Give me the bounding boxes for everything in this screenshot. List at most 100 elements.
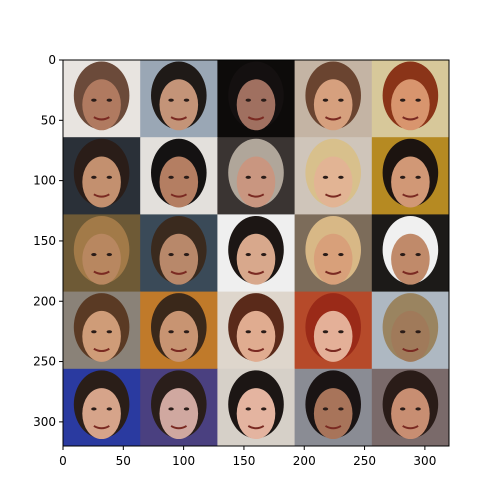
face-mouth	[402, 116, 419, 121]
face-tile	[371, 214, 450, 293]
face-eye	[245, 253, 251, 257]
face-eye	[415, 253, 421, 257]
x-tick-label: 0	[59, 454, 67, 468]
face-skin	[236, 310, 276, 362]
face-image-grid	[63, 60, 450, 447]
face-mouth	[402, 347, 419, 353]
face-tile	[140, 137, 218, 215]
face-eye	[245, 330, 251, 334]
face-tile	[371, 60, 450, 138]
y-axis: 0 50 100 150 200 250 300	[33, 53, 63, 429]
face-mouth	[93, 193, 110, 198]
x-tick-label: 150	[232, 454, 255, 468]
face-eye	[91, 330, 97, 334]
face-mouth	[170, 425, 188, 430]
face-mouth	[402, 270, 419, 275]
face-mouth	[170, 116, 188, 121]
y-tick-label: 250	[33, 355, 56, 369]
face-eye	[91, 98, 97, 102]
x-tick-label: 300	[413, 454, 436, 468]
face-eye	[399, 253, 406, 257]
face-eye	[183, 98, 190, 102]
face-eye	[338, 253, 344, 257]
x-tick-label: 100	[172, 454, 195, 468]
face-skin	[236, 79, 276, 131]
y-tick-label: 50	[41, 113, 56, 127]
face-skin	[159, 233, 199, 285]
face-eye	[106, 330, 113, 334]
face-eye	[399, 330, 406, 334]
face-skin	[82, 233, 121, 285]
face-eye	[261, 98, 267, 102]
y-tick-label: 0	[48, 53, 56, 67]
face-skin	[236, 233, 276, 285]
face-mouth	[324, 193, 342, 198]
face-eye	[91, 253, 97, 257]
y-tick-label: 150	[33, 234, 56, 248]
face-eye	[183, 175, 190, 179]
face-mouth	[170, 347, 188, 353]
face-eye	[261, 407, 267, 411]
face-skin	[313, 233, 353, 285]
face-skin	[159, 79, 199, 131]
face-skin	[159, 388, 199, 440]
face-skin	[313, 388, 353, 440]
face-tile	[217, 137, 296, 215]
face-eye	[322, 330, 329, 334]
face-tile	[294, 60, 373, 138]
face-eye	[322, 407, 329, 411]
face-tile	[294, 368, 373, 447]
face-eye	[168, 407, 174, 411]
x-tick-label: 250	[353, 454, 376, 468]
face-tile	[294, 291, 373, 370]
face-mouth	[170, 270, 188, 275]
face-skin	[159, 310, 199, 362]
face-tile	[63, 60, 141, 138]
face-mouth	[402, 425, 419, 430]
x-tick-label: 200	[293, 454, 316, 468]
face-mouth	[324, 270, 342, 275]
face-eye	[322, 175, 329, 179]
face-mouth	[402, 193, 419, 198]
face-tile	[294, 214, 373, 293]
y-tick-label: 100	[33, 174, 56, 188]
face-skin	[391, 233, 430, 285]
y-tick-label: 300	[33, 415, 56, 429]
face-mouth	[93, 270, 110, 275]
face-skin	[82, 310, 121, 362]
face-eye	[245, 98, 251, 102]
face-eye	[106, 98, 113, 102]
face-mouth	[93, 425, 110, 430]
face-skin	[391, 79, 430, 131]
face-eye	[168, 253, 174, 257]
face-eye	[106, 407, 113, 411]
face-eye	[338, 175, 344, 179]
face-eye	[415, 407, 421, 411]
face-eye	[322, 253, 329, 257]
face-tile	[217, 291, 296, 370]
face-tile	[63, 137, 141, 215]
face-tile	[63, 291, 141, 370]
x-axis: 0 50 100 150 200 250 300	[59, 446, 436, 468]
face-skin	[313, 79, 353, 131]
face-eye	[399, 175, 406, 179]
face-mouth	[170, 193, 188, 198]
face-eye	[338, 330, 344, 334]
face-mouth	[324, 347, 342, 353]
face-eye	[399, 407, 406, 411]
face-tile	[63, 368, 141, 447]
face-eye	[106, 175, 113, 179]
face-mouth	[93, 347, 110, 353]
face-skin	[236, 156, 276, 208]
face-tile	[140, 214, 218, 293]
face-eye	[245, 407, 251, 411]
face-eye	[91, 407, 97, 411]
face-mouth	[247, 193, 265, 198]
face-skin	[391, 156, 430, 208]
face-eye	[91, 175, 97, 179]
face-mouth	[93, 116, 110, 121]
face-skin	[313, 156, 353, 208]
face-mouth	[247, 270, 265, 275]
face-eye	[183, 253, 190, 257]
face-eye	[261, 253, 267, 257]
